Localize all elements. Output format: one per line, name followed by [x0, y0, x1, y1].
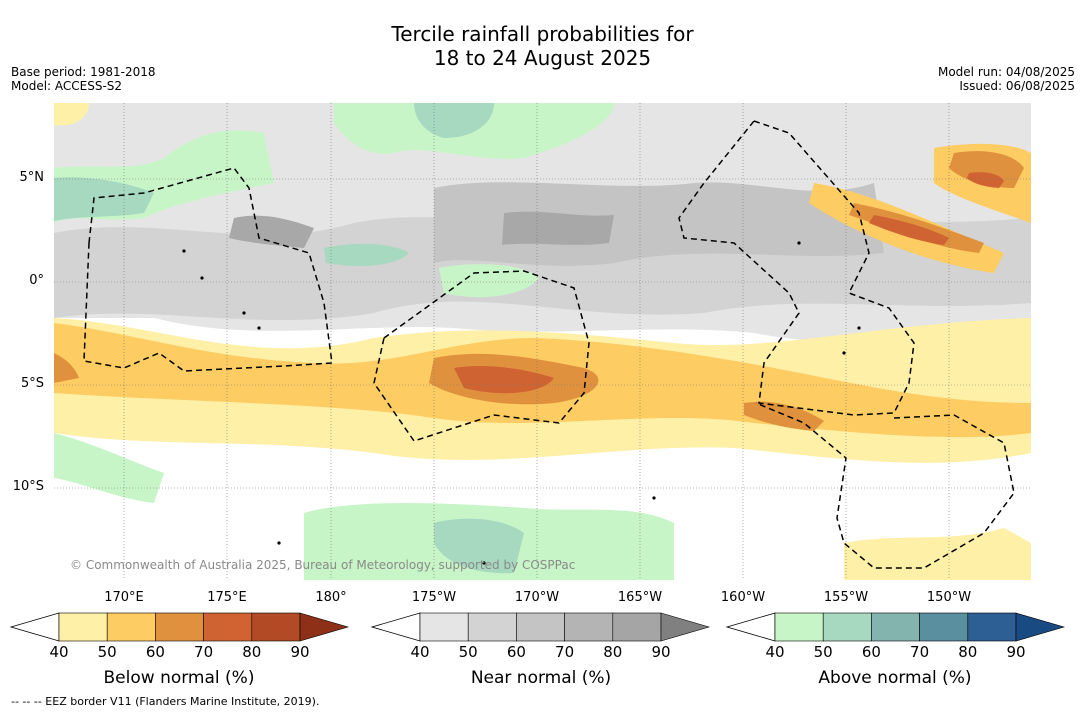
above-normal-west-eq	[324, 243, 409, 266]
colorbar-segment	[203, 612, 253, 642]
colorbar-segment	[822, 612, 872, 642]
colorbar-segment	[774, 612, 824, 642]
issued-date: Issued: 06/08/2025	[959, 79, 1075, 93]
lon-label-165w: 165°W	[617, 590, 663, 605]
colorbar-tick: 40	[410, 643, 430, 661]
eez-kiribati-phoenix	[373, 270, 590, 442]
lon-label-175e: 175°E	[207, 590, 247, 605]
colorbar-below-normal	[9, 612, 350, 642]
below-normal-60b	[744, 401, 824, 431]
colorbar-title-near: Near normal (%)	[470, 668, 612, 688]
colorbar-segment	[106, 612, 156, 642]
colorbar-segment	[871, 612, 920, 642]
copyright-notice: © Commonwealth of Australia 2025, Bureau…	[70, 558, 576, 572]
eez-french-polynesia	[755, 402, 1015, 569]
model-name: Model: ACCESS-S2	[11, 79, 123, 93]
colorbar-tick: 40	[49, 643, 69, 661]
colorbar-tick: 90	[290, 643, 310, 661]
colorbar-tick: 70	[910, 643, 930, 661]
below-normal-nw-small	[54, 103, 89, 126]
colorbar-tick: 90	[651, 643, 671, 661]
eez-footnote: -- -- -- EEZ border V11 (Flanders Marine…	[11, 695, 320, 708]
colorbar-segment	[516, 612, 565, 642]
above-normal-south-50	[434, 518, 524, 574]
colorbar-min-extend	[725, 612, 776, 642]
colorbar-segment	[919, 612, 969, 642]
colorbar-max-extend	[299, 612, 350, 642]
lat-label-10s: 10°S	[12, 479, 44, 494]
colorbar-max-extend	[660, 612, 711, 642]
near-normal-70	[434, 182, 884, 266]
lon-label-175w: 175°W	[411, 590, 457, 605]
above-normal-n-50	[414, 103, 494, 138]
colorbar-tick: 70	[194, 643, 214, 661]
title-line-1: Tercile rainfall probabilities for	[391, 22, 694, 46]
colorbar-tick: 70	[555, 643, 575, 661]
lon-label-170e: 170°E	[104, 590, 144, 605]
colorbar-above-normal	[725, 612, 1066, 642]
near-normal-80	[502, 211, 614, 245]
eez-kiribati-gilbert	[83, 167, 333, 372]
below-normal-se	[844, 528, 1031, 580]
model-run: Model run: 04/08/2025	[937, 65, 1075, 79]
colorbar-segment	[155, 612, 204, 642]
base-period: Base period: 1981-2018	[11, 65, 156, 79]
colorbar-tick: 60	[506, 643, 526, 661]
colorbar-segment	[612, 612, 662, 642]
colorbar-tick: 50	[97, 643, 117, 661]
colorbar-tick: 90	[1006, 643, 1026, 661]
above-normal-central	[439, 264, 539, 298]
map-svg	[54, 103, 1031, 580]
colorbar-title-below: Below normal (%)	[103, 668, 255, 688]
colorbar-tick: 50	[458, 643, 478, 661]
lat-label-0: 0°	[29, 273, 44, 288]
near-normal-80b	[229, 215, 314, 248]
colorbar-segment	[967, 612, 1017, 642]
colorbar-min-extend	[9, 612, 60, 642]
colorbars-svg	[9, 612, 1066, 642]
colorbar-max-extend	[1015, 612, 1066, 642]
colorbar-tick: 80	[958, 643, 978, 661]
islands	[182, 241, 861, 565]
colorbar-min-extend	[370, 612, 421, 642]
lat-label-5s: 5°S	[20, 376, 44, 391]
below-normal-ne2-70	[967, 172, 1004, 188]
lon-label-150w: 150°W	[926, 590, 972, 605]
lat-label-5n: 5°N	[19, 170, 45, 185]
colorbar-tick: 40	[765, 643, 785, 661]
colorbar-segment	[251, 612, 301, 642]
forecast-map[interactable]	[54, 103, 1031, 580]
eez-borders	[83, 120, 1015, 569]
colorbar-segment	[564, 612, 614, 642]
eez-kiribati-line	[678, 120, 915, 416]
below-normal-west	[54, 353, 79, 383]
title-line-2: 18 to 24 August 2025	[433, 46, 652, 70]
colorbar-segment	[58, 612, 108, 642]
meta-right: Model run: 04/08/2025 Issued: 06/08/2025	[938, 65, 1075, 93]
colorbar-segment	[467, 612, 517, 642]
colorbar-tick: 60	[861, 643, 881, 661]
lon-label-170w: 170°W	[514, 590, 560, 605]
map-title: Tercile rainfall probabilities for 18 to…	[0, 22, 1085, 70]
above-normal-sw	[54, 433, 164, 503]
graticule	[54, 103, 1031, 580]
colorbar-tick: 80	[603, 643, 623, 661]
below-normal-ne-70	[869, 215, 949, 245]
lon-label-160w: 160°W	[720, 590, 766, 605]
lon-label-155w: 155°W	[823, 590, 869, 605]
meta-left: Base period: 1981-2018 Model: ACCESS-S2	[11, 65, 156, 93]
below-normal-70	[454, 366, 554, 394]
colorbar-tick: 80	[242, 643, 262, 661]
colorbar-tick: 60	[145, 643, 165, 661]
colorbar-segment	[419, 612, 469, 642]
colorbar-tick: 50	[813, 643, 833, 661]
above-normal-nw-50	[54, 177, 154, 221]
colorbar-title-above: Above normal (%)	[818, 668, 972, 688]
lon-label-180: 180°	[315, 590, 347, 605]
colorbar-near-normal	[370, 612, 711, 642]
